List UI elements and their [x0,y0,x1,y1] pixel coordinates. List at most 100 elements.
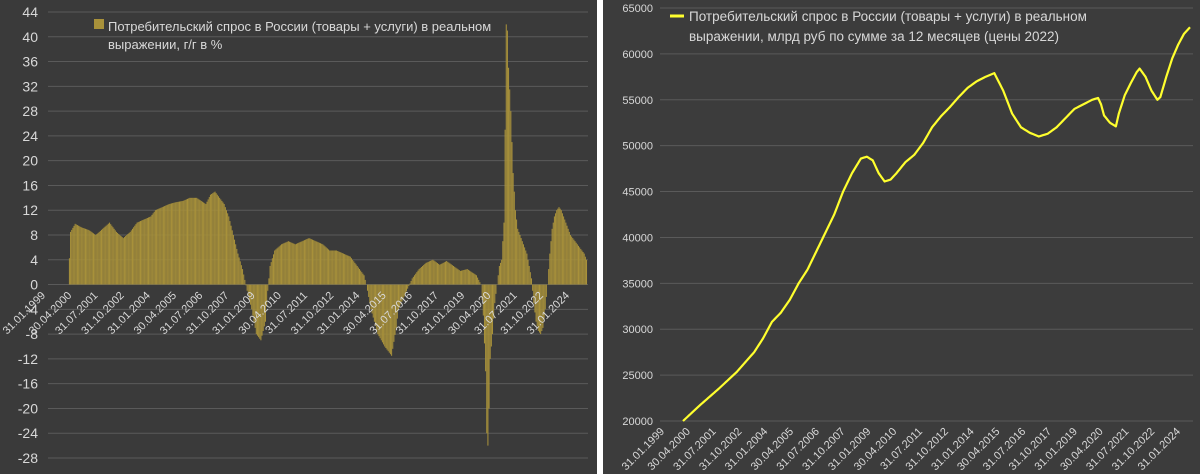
bar-2001-04 [84,228,86,285]
bar-2017-06 [307,238,309,285]
bar-2035-06 [555,213,557,285]
bar-2017-09 [310,239,312,285]
bar-2020-02 [344,254,346,285]
bar-2003-02 [110,224,112,285]
bar-2014-03 [262,284,264,332]
bar-2035-01 [549,253,551,285]
bar-2009-08 [199,200,201,285]
bar-2025-07 [418,269,420,285]
bar-2031-11 [505,24,507,285]
bar-2036-12 [575,242,577,285]
bar-2032-06 [513,191,515,285]
bar-2007-12 [176,201,178,285]
bar-2022-04 [373,284,375,322]
bar-2013-04 [250,284,252,305]
bar-2030-10 [490,284,492,347]
y-tick-label: 36 [22,54,38,70]
bar-2012-04 [236,248,238,285]
bar-2001-01 [81,227,83,285]
bar-2005-05 [141,220,143,285]
bar-2005-09 [145,218,147,285]
bar-2008-03 [180,201,182,285]
bar-2014-06 [266,284,268,307]
bar-2024-01 [397,284,399,310]
bar-2007-07 [170,203,172,285]
bar-2004-07 [129,231,131,285]
bar-2025-02 [412,276,414,285]
bar-2004-06 [128,232,130,285]
y-tick-label: 55000 [622,95,653,107]
bar-2031-05 [498,265,500,285]
bar-2019-03 [331,250,333,285]
bar-2035-02 [550,241,552,285]
bar-2004-09 [131,228,133,285]
bar-2002-08 [103,227,105,285]
bar-2008-01 [177,201,179,285]
bar-2009-11 [203,202,205,285]
bar-2007-06 [169,203,171,285]
bar-2017-04 [305,239,307,285]
bar-2001-02 [82,227,84,285]
y-tick-label: 35000 [622,278,653,290]
bar-2037-07 [583,253,585,285]
bar-2037-09 [586,259,588,285]
bar-2036-05 [567,228,569,285]
bar-2024-08 [405,284,408,292]
bar-2032-07 [514,210,516,285]
bar-2013-11 [258,284,260,338]
bar-2026-09 [434,261,436,285]
bar-2018-11 [326,248,328,285]
bar-2027-11 [450,264,452,285]
bar-2021-04 [360,270,362,285]
bar-2037-01 [576,244,578,285]
bar-2027-12 [451,265,453,285]
bar-2003-06 [114,230,116,285]
bar-2016-08 [295,243,297,285]
bar-2011-09 [228,216,230,285]
bar-2002-11 [106,224,108,285]
bar-2019-11 [340,252,342,285]
bar-2020-12 [355,264,357,285]
bar-2010-09 [214,191,216,285]
bar-2018-07 [322,244,324,285]
bar-2024-06 [403,284,405,297]
bar-2008-07 [184,199,186,285]
bar-2015-03 [276,248,278,285]
bar-2003-09 [118,233,120,285]
bar-2029-01 [466,269,468,285]
bar-2034-08 [543,284,545,319]
bar-2036-07 [569,235,571,285]
bar-2034-12 [548,269,550,285]
bar-2007-03 [166,205,168,285]
bar-2035-04 [552,222,554,285]
bar-2000-06 [73,225,75,285]
bar-2001-05 [86,229,88,285]
bar-2015-01 [274,250,276,285]
bar-2011-05 [223,204,225,285]
bar-2030-09 [489,284,491,359]
bar-2025-01 [411,278,413,285]
bar-2006-07 [157,209,159,285]
bar-2011-12 [231,230,233,285]
bar-2013-09 [255,284,257,335]
bar-2030-06 [486,284,488,434]
bar-2011-07 [225,210,228,285]
bar-2034-10 [545,284,547,297]
bar-2000-03 [70,231,72,285]
bar-2003-04 [112,227,114,285]
bar-2022-02 [371,284,373,314]
y-tick-label: -24 [18,425,38,441]
bar-2029-04 [470,271,472,285]
bar-2023-09 [393,284,395,342]
bar-2005-12 [149,216,151,285]
bar-2006-04 [153,211,155,285]
bar-2028-08 [461,270,463,285]
bar-2008-08 [185,199,187,285]
bar-2012-06 [238,257,240,285]
bar-2004-08 [130,230,132,285]
bar-2006-09 [159,208,161,285]
bar-2016-06 [293,243,295,285]
bar-2029-08 [474,274,476,285]
bar-2011-03 [221,200,223,285]
bar-2016-02 [289,241,291,285]
